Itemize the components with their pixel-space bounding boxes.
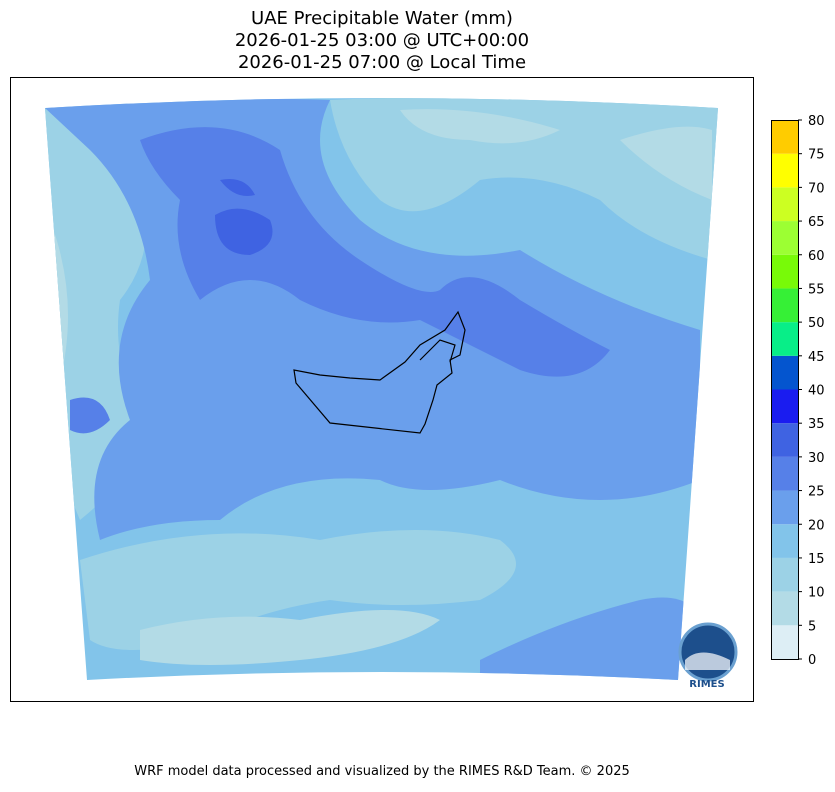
colorbar-bin [771,254,798,289]
colorbar-tick-label: 25 [808,485,825,500]
field-zone [480,597,700,680]
title-line: 2026-01-25 03:00 @ UTC+00:00 [235,30,529,51]
border-line [293,310,466,434]
map-field [45,98,718,680]
colorbar-bin [771,591,798,626]
colorbar-bin [771,355,798,390]
colorbar-bin [771,322,798,356]
colorbar-tick-label: 60 [808,249,825,264]
colorbar-bin [771,120,798,154]
colorbar-bin [771,423,798,457]
colorbar-tick-label: 0 [808,653,816,668]
colorbar-tick-label: 75 [808,148,825,163]
logo-text: RIMES [689,679,724,690]
logo-wave [685,652,730,670]
colorbar-tick-label: 30 [808,451,825,466]
uae-border [293,310,466,434]
colorbar-bin [771,153,798,188]
colorbar-bin [771,625,798,659]
field-zone [70,397,110,434]
colorbar-tick-label: 50 [808,316,825,331]
border-line [419,339,456,363]
colorbar-tick-label: 45 [808,350,825,365]
title-line: UAE Precipitable Water (mm) [251,8,513,29]
field-zone [80,530,516,650]
colorbar-frame [771,120,799,660]
field-zone [330,98,718,260]
colorbar-bin [771,456,798,491]
field-zone [400,109,712,200]
colorbar-bin [771,221,798,255]
colorbar-tick-label: 15 [808,552,825,567]
colorbar-tick-label: 10 [808,586,825,601]
colorbar-tick-label: 5 [808,619,816,634]
colorbar-tick-label: 35 [808,417,825,432]
colorbar-tick-label: 80 [808,114,825,129]
colorbar-bin [771,288,798,323]
footer: WRF model data processed and visualized … [134,764,630,779]
logo-badge [678,622,738,682]
title-line: 2026-01-25 07:00 @ Local Time [238,52,526,73]
colorbar-tick-label: 40 [808,384,825,399]
logo: RIMES [678,622,738,690]
colorbar-bin [771,524,798,558]
field-zone [140,127,610,377]
colorbar-tick-label: 55 [808,282,825,297]
colorbar-tick-label: 70 [808,181,825,196]
colorbar-tick-label: 65 [808,215,825,230]
colorbar-bin [771,557,798,592]
colorbar-bin [771,389,798,424]
colorbar-bin [771,490,798,525]
field-zone [215,179,273,255]
colorbar-bin [771,187,798,222]
field-zone [140,610,440,665]
colorbar-tick-label: 20 [808,518,825,533]
